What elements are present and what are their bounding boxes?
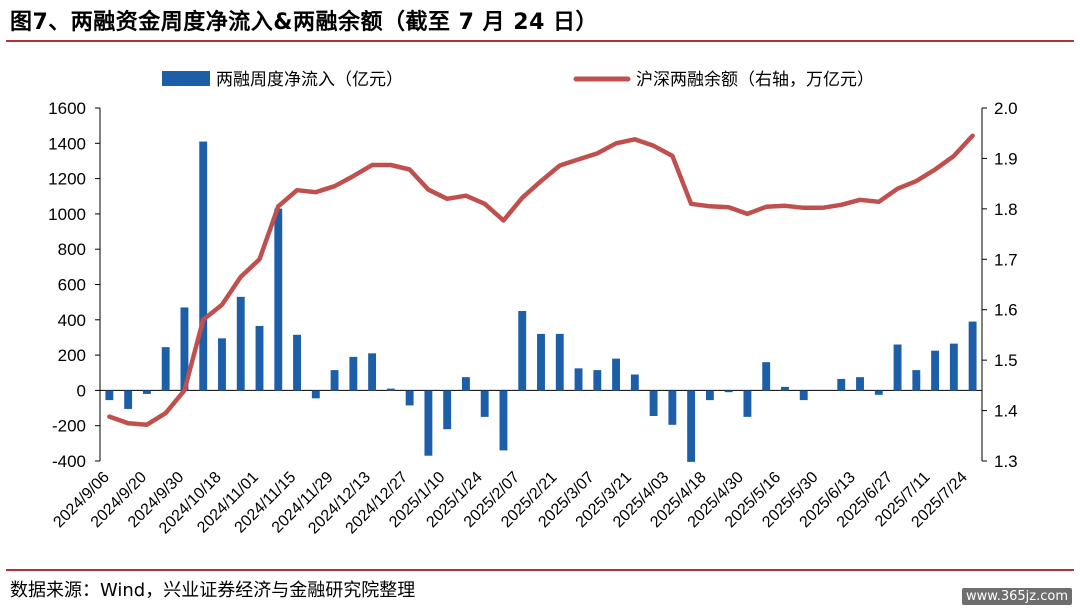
bar (537, 333, 545, 391)
bar (762, 362, 771, 391)
footer-rule (6, 569, 1074, 571)
title-rule (6, 40, 1074, 42)
left-tick-label: 600 (58, 276, 86, 295)
line-series (107, 133, 975, 427)
chart-area: 两融周度净流入（亿元） 沪深两融余额（右轴，万亿元） -400 -200 0 200 4… (48, 70, 1018, 538)
left-axis-ticks: -400 -200 0 200 400 600 800 1000 1200 1400 1600 (48, 99, 100, 471)
bar (837, 378, 846, 391)
bar (161, 347, 170, 391)
figure-title: 图7、两融资金周度净流入&两融余额（截至 7 月 24 日） (10, 10, 599, 35)
left-tick-label: 1000 (48, 205, 86, 224)
bar (480, 390, 489, 417)
left-tick-label: 400 (58, 311, 86, 330)
source-note: 数据来源：Wind，兴业证券经济与金融研究院整理 (10, 580, 416, 601)
bar (349, 356, 358, 391)
bar (743, 390, 752, 417)
right-tick-label: 1.4 (994, 402, 1018, 421)
bar (705, 390, 714, 401)
bar (461, 377, 470, 391)
left-tick-label: 0 (77, 381, 86, 400)
legend: 两融周度净流入（亿元） 沪深两融余额（右轴，万亿元） (162, 70, 874, 89)
bar (649, 390, 658, 416)
left-tick-label: 1200 (48, 170, 86, 189)
balance-line (107, 133, 975, 427)
right-tick-label: 1.6 (994, 301, 1018, 320)
bar (443, 390, 452, 430)
bar (386, 388, 395, 391)
bar (405, 390, 414, 406)
bar (949, 343, 958, 391)
bar (612, 358, 621, 391)
bar (199, 141, 208, 391)
left-tick-label: -200 (52, 417, 86, 436)
right-tick-label: 2.0 (994, 99, 1018, 118)
bar (255, 325, 264, 391)
bar (124, 390, 133, 409)
bar (856, 377, 864, 391)
right-tick-label: 1.5 (994, 351, 1018, 370)
bar (368, 353, 377, 391)
bar (781, 386, 789, 391)
legend-bar-swatch (162, 71, 210, 86)
bar (424, 390, 433, 456)
right-tick-label: 1.8 (994, 200, 1018, 219)
bar (499, 390, 508, 451)
right-tick-label: 1.7 (994, 250, 1018, 269)
axes (99, 108, 983, 461)
bar (236, 296, 245, 391)
left-tick-label: 200 (58, 346, 86, 365)
bar (142, 390, 151, 394)
bar (931, 350, 940, 391)
bar (799, 390, 808, 401)
left-tick-label: 800 (58, 240, 86, 259)
bar (555, 333, 564, 391)
bar (968, 321, 977, 391)
right-axis-ticks: 1.3 1.4 1.5 1.6 1.7 1.8 1.9 2.0 (982, 99, 1018, 471)
bar (724, 390, 733, 393)
left-tick-label: 1600 (48, 99, 86, 118)
legend-line-label: 沪深两融余额（右轴，万亿元） (636, 70, 874, 89)
bar (105, 390, 114, 401)
bar (687, 390, 696, 462)
bar (593, 370, 602, 391)
bar (180, 307, 189, 391)
bar (574, 368, 583, 391)
bar (518, 310, 527, 391)
watermark: www.365jz.com (962, 588, 1072, 605)
bar (893, 344, 902, 391)
bar (330, 370, 339, 391)
bar (218, 338, 226, 391)
bar (912, 370, 921, 391)
x-axis-ticks: 2024/9/062024/9/202024/9/302024/10/18202… (50, 469, 970, 538)
bar (293, 334, 301, 391)
bar (274, 208, 283, 391)
left-tick-label: -400 (52, 452, 86, 471)
bar (874, 390, 883, 395)
right-tick-label: 1.3 (994, 452, 1018, 471)
bar (311, 390, 320, 399)
bar (630, 374, 639, 391)
right-tick-label: 1.9 (994, 149, 1018, 168)
bar-series (105, 141, 977, 462)
bar (668, 390, 677, 425)
left-tick-label: 1400 (48, 134, 86, 153)
legend-bar-label: 两融周度净流入（亿元） (216, 70, 403, 89)
